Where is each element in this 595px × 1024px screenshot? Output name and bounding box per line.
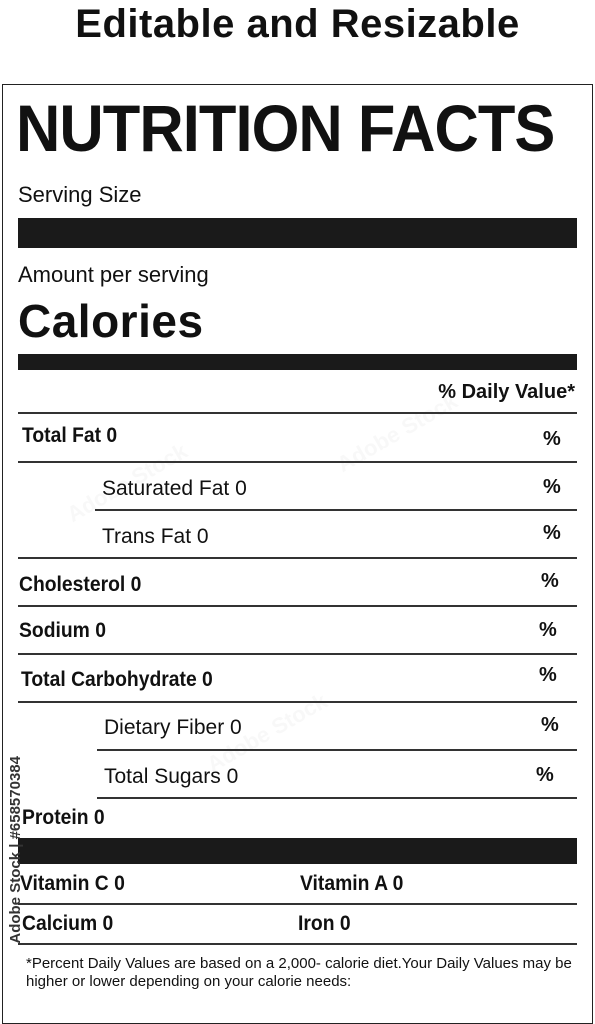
nutrient-label: Dietary Fiber 0 [104, 716, 242, 739]
nutrition-facts-title: NUTRITION FACTS [16, 91, 555, 165]
nutrient-percent: % [541, 714, 559, 736]
stock-id-text: Adobe Stock | #658570384 [7, 756, 24, 944]
nutrient-row-total-sugars: Total Sugars 0 [104, 765, 238, 789]
vitamin-a-text: Vitamin A 0 [300, 872, 404, 895]
row-divider [18, 653, 577, 655]
serving-size-label: Serving Size [18, 182, 142, 207]
nutrient-row-sodium: Sodium 0 [19, 619, 114, 643]
page-title: Editable and Resizable [75, 2, 520, 46]
row-divider [18, 412, 577, 414]
nutrient-row-dietary-fiber: Dietary Fiber 0 [104, 716, 242, 740]
row-divider [95, 509, 577, 511]
nutrient-percent: % [539, 619, 557, 641]
nutrient-percent: % [536, 764, 554, 786]
nutrient-label: Total Carbohydrate 0 [21, 668, 213, 691]
nutrient-percent: % [543, 428, 561, 450]
nutrient-row-saturated-fat: Saturated Fat 0 [102, 477, 247, 501]
amount-per-serving-label: Amount per serving [18, 262, 209, 287]
vitamin-a-label: Vitamin A 0 [300, 872, 412, 896]
nutrient-percent: % [541, 570, 559, 592]
row-divider [18, 557, 577, 559]
thick-divider [18, 354, 577, 370]
daily-value-footnote: *Percent Daily Values are based on a 2,0… [26, 955, 572, 990]
nutrient-label: Saturated Fat 0 [102, 477, 247, 500]
calories-label: Calories [18, 295, 204, 347]
protein-label: Protein 0 [22, 806, 105, 829]
nutrient-row-total-fat: Total Fat 0 [22, 424, 125, 448]
row-divider [18, 701, 577, 703]
row-divider [97, 797, 577, 799]
row-divider [97, 749, 577, 751]
vitamin-c-text: Vitamin C 0 [20, 872, 125, 895]
nutrient-row-total-carbohydrate: Total Carbohydrate 0 [21, 668, 229, 692]
thick-divider [18, 838, 577, 864]
nutrient-label: Trans Fat 0 [102, 525, 209, 548]
nutrient-row-cholesterol: Cholesterol 0 [19, 573, 152, 597]
iron-text: Iron 0 [298, 912, 351, 935]
row-divider [18, 903, 577, 905]
nutrient-label: Total Fat 0 [22, 424, 118, 447]
thick-divider [18, 218, 577, 248]
daily-value-header: % Daily Value* [438, 381, 575, 403]
iron-label: Iron 0 [298, 912, 355, 936]
row-divider [18, 943, 577, 945]
nutrient-row-trans-fat: Trans Fat 0 [102, 525, 209, 549]
nutrient-row-protein: Protein 0 [22, 806, 112, 830]
nutrient-label: Total Sugars 0 [104, 765, 239, 788]
calcium-label: Calcium 0 [22, 912, 121, 936]
row-divider [18, 461, 577, 463]
nutrient-percent: % [543, 476, 561, 498]
vitamin-c-label: Vitamin C 0 [20, 872, 134, 896]
row-divider [18, 605, 577, 607]
nutrient-percent: % [539, 664, 557, 686]
nutrient-label: Cholesterol 0 [19, 573, 142, 596]
nutrient-label: Sodium 0 [19, 619, 106, 642]
nutrient-percent: % [543, 522, 561, 544]
calcium-text: Calcium 0 [22, 912, 114, 935]
